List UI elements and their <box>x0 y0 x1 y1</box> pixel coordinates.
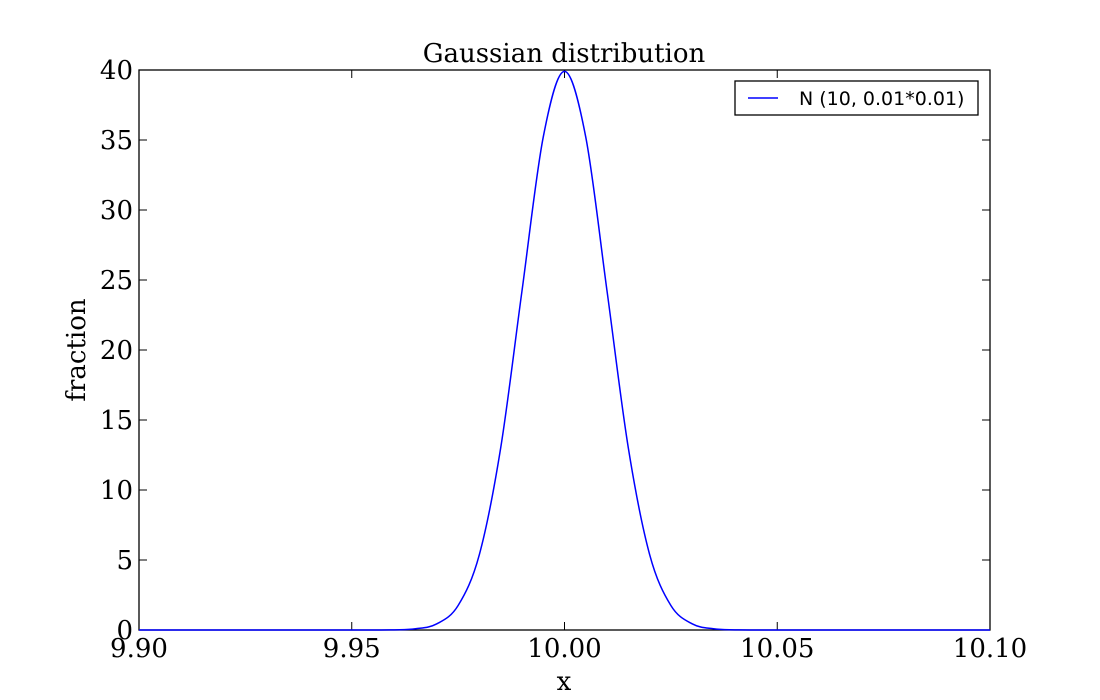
plot-area <box>138 69 991 631</box>
x-tick-label: 9.90 <box>110 634 168 664</box>
x-tick-label: 10.10 <box>953 634 1027 664</box>
x-tick-label: 9.95 <box>323 634 381 664</box>
y-tick-label: 20 <box>100 336 133 366</box>
y-axis: 0 5 10 15 20 25 30 35 40 <box>100 56 990 646</box>
y-tick-label: 10 <box>100 476 133 506</box>
y-tick-label: 40 <box>100 56 133 86</box>
series-line-0 <box>139 70 990 631</box>
y-tick-label: 35 <box>100 126 133 156</box>
y-tick-label: 30 <box>100 196 133 226</box>
x-axis: 9.90 9.95 10.00 10.05 10.10 <box>110 70 1027 664</box>
y-tick-label: 15 <box>100 406 133 436</box>
x-axis-label: x <box>557 667 572 697</box>
x-tick-label: 10.05 <box>740 634 814 664</box>
y-tick-label: 25 <box>100 266 133 296</box>
series-layer <box>139 70 990 631</box>
y-tick-label: 0 <box>116 616 133 646</box>
x-tick-label: 10.00 <box>527 634 601 664</box>
plot-frame <box>138 69 991 631</box>
legend-label-0: N (10, 0.01*0.01) <box>799 88 964 110</box>
y-axis-label: fraction <box>62 298 92 402</box>
y-tick-label: 5 <box>116 546 133 576</box>
legend: N (10, 0.01*0.01) <box>734 80 979 116</box>
chart-title: Gaussian distribution <box>423 39 706 69</box>
